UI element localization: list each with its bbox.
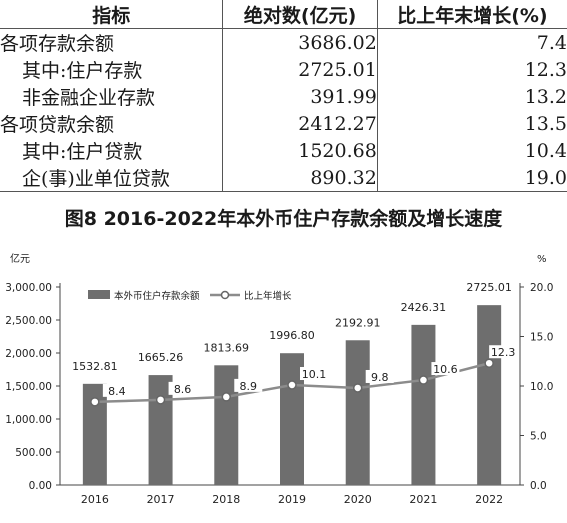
growth-point-2020	[352, 383, 363, 393]
row-value: 890.32	[222, 164, 378, 192]
growth-point-2017	[155, 395, 166, 405]
right-tick-label: 10.0	[530, 381, 553, 393]
growth-value-label: 12.3	[491, 346, 516, 359]
bar-value-label: 1665.26	[138, 351, 184, 364]
growth-value-label: 10.6	[433, 363, 458, 376]
x-tick-label: 2018	[212, 493, 240, 506]
row-name: 非金融企业存款	[22, 87, 156, 109]
legend-line-label: 比上年增长	[244, 290, 292, 302]
growth-value-label: 9.8	[371, 371, 389, 384]
row-value: 391.99	[222, 83, 378, 110]
legend-bar-label: 本外币住户存款余额	[114, 290, 200, 302]
right-tick-label: 15.0	[530, 332, 553, 344]
figure-title: 图8 2016-2022年本外币住户存款余额及增长速度	[64, 208, 503, 230]
row-name: 企(事)业单位贷款	[0, 164, 223, 192]
deposit-chart: 亿元 % 0.00 500.00 1,000.00 1,500.00 2,000.00 2,5…	[5, 252, 553, 506]
left-tick-label: 2,000.00	[5, 348, 52, 360]
row-growth: 19.0	[376, 164, 567, 192]
stats-table-region: 指标 绝对数(亿元) 比上年末增长(%) 各项存款余额 3686.02 7.4 其中:…	[0, 0, 567, 192]
growth-label-bg	[102, 383, 131, 397]
row-value: 2412.27	[222, 110, 378, 137]
row-growth: 13.5	[376, 110, 567, 137]
growth-label-bg	[365, 369, 394, 383]
growth-value-label: 8.4	[108, 385, 126, 398]
growth-value-label: 8.6	[174, 383, 192, 396]
growth-point-2021	[418, 375, 429, 385]
x-tick-label: 2017	[147, 493, 175, 506]
growth-value-label: 10.1	[302, 368, 327, 381]
row-value: 3686.02	[222, 28, 378, 56]
bar-value-label: 1813.69	[204, 341, 250, 354]
bar-value-label: 2725.01	[466, 281, 512, 294]
growth-point-2016	[90, 397, 100, 407]
legend-line-marker	[220, 290, 230, 300]
growth-point-2018	[221, 392, 232, 402]
left-tick-label: 1,000.00	[5, 414, 52, 426]
row-name: 各项贷款余额	[0, 114, 115, 136]
bar-value-label: 1996.80	[269, 329, 315, 342]
growth-label-bg	[489, 345, 518, 359]
bar-value-label: 2426.31	[401, 301, 447, 314]
growth-point-2019	[287, 380, 297, 390]
row-growth: 10.4	[376, 137, 567, 164]
table-row: 其中:住户贷款 1520.68 10.4	[0, 137, 567, 164]
left-tick-label: 3,000.00	[5, 282, 52, 294]
growth-value-label: 8.9	[240, 380, 258, 393]
table-row: 非金融企业存款 391.99 13.2	[0, 83, 567, 110]
row-name: 其中:住户贷款	[22, 141, 143, 163]
table-row: 企(事)业单位贷款 890.32 19.0	[0, 164, 567, 192]
row-growth: 13.2	[376, 83, 567, 110]
right-axis-unit: %	[537, 254, 547, 265]
growth-label-bg	[168, 381, 197, 395]
row-value: 2725.01	[222, 56, 378, 83]
bar-2021	[411, 324, 436, 485]
right-tick-label: 20.0	[530, 282, 553, 294]
header-absolute-value: 绝对数(亿元)	[222, 0, 378, 29]
bar-2020	[345, 340, 370, 485]
row-name: 其中:住户存款	[22, 60, 143, 82]
left-tick-label: 2,500.00	[5, 315, 52, 327]
right-tick-label: 0.0	[530, 480, 547, 492]
growth-label-bg	[300, 367, 328, 381]
left-axis-unit: 亿元	[10, 252, 30, 265]
table-header-row: 指标 绝对数(亿元) 比上年末增长(%)	[0, 0, 567, 29]
table-row: 其中:住户存款 2725.01 12.3	[0, 56, 567, 83]
legend-bar-swatch	[88, 290, 110, 299]
x-tick-label: 2016	[81, 493, 109, 506]
header-indicator: 指标	[0, 0, 223, 29]
x-tick-label: 2019	[278, 493, 306, 506]
x-tick-label: 2022	[475, 493, 503, 506]
x-tick-label: 2020	[344, 493, 372, 506]
x-tick-label: 2021	[409, 493, 437, 506]
right-tick-label: 5.0	[530, 431, 547, 443]
bar-value-label: 1532.81	[72, 360, 118, 373]
growth-label-bg	[431, 362, 460, 376]
row-growth: 7.4	[376, 28, 567, 56]
growth-point-2022	[484, 358, 494, 368]
stats-table: 指标 绝对数(亿元) 比上年末增长(%) 各项存款余额 3686.02 7.4 其中:…	[0, 0, 567, 192]
bar-value-label: 2192.91	[335, 316, 381, 329]
table-row: 各项贷款余额 2412.27 13.5	[0, 110, 567, 137]
row-growth: 12.3	[376, 56, 567, 83]
header-growth: 比上年末增长(%)	[376, 0, 567, 29]
bar-2022	[477, 305, 502, 485]
left-tick-label: 1,500.00	[5, 381, 52, 393]
left-tick-label: 500.00	[15, 447, 52, 459]
left-tick-label: 0.00	[29, 480, 52, 492]
row-name: 各项存款余额	[0, 33, 115, 55]
table-row: 各项存款余额 3686.02 7.4	[0, 28, 567, 56]
growth-label-bg	[234, 378, 263, 392]
row-value: 1520.68	[222, 137, 378, 164]
